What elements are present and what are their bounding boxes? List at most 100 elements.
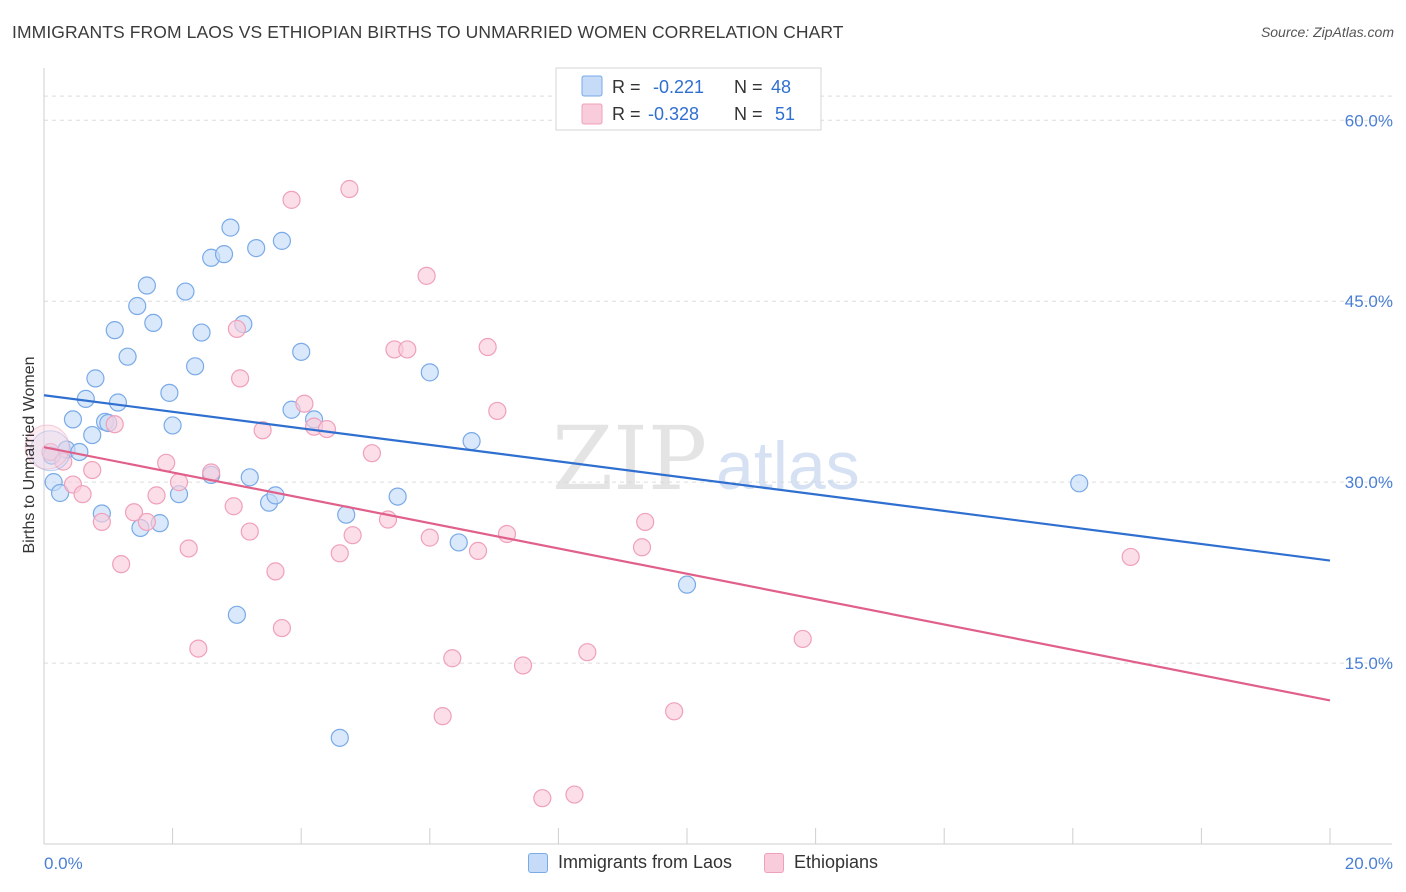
ethiopians-point (793, 629, 812, 649)
ethiopians-point (632, 538, 652, 557)
y-tick-labels: 15.0% 30.0% 45.0% 60.0% (1345, 111, 1393, 673)
laos-point (266, 486, 285, 505)
ethiopians-point (398, 340, 417, 359)
laos-point (247, 239, 266, 258)
ethiopians-point (636, 512, 655, 532)
legend-r-value-2: -0.328 (648, 104, 699, 124)
series-legend: Immigrants from Laos Ethiopians (0, 852, 1406, 873)
ethiopians-point (157, 453, 176, 472)
laos-cluster-point (29, 430, 71, 472)
x-tick-label: 20.0% (1345, 854, 1393, 873)
y-tick-label: 15.0% (1345, 654, 1393, 673)
laos-point (192, 323, 211, 342)
ethiopians-point (533, 789, 552, 808)
legend-box: R = -0.221 N = 48 R = -0.328 N = 51 (555, 67, 822, 131)
legend-swatch-laos (581, 75, 603, 97)
laos-point (420, 363, 439, 382)
laos-point (240, 468, 259, 487)
legend-r-label-2: R = (612, 104, 641, 124)
ethiopians-point (147, 486, 166, 505)
ethiopians-point (240, 522, 259, 541)
ethiopians-point (343, 526, 362, 545)
laos-point (160, 383, 179, 402)
ethiopians-point (443, 649, 462, 668)
laos-point (227, 605, 246, 624)
legend-r-value-1: -0.221 (653, 77, 704, 97)
y-axis-label: Births to Unmarried Women (21, 356, 38, 553)
laos-point (330, 728, 349, 747)
laos-point (128, 296, 147, 316)
source-label: Source: ZipAtlas.com (1260, 24, 1394, 40)
ethiopians-point (137, 512, 156, 532)
ethiopians-point (578, 643, 597, 662)
laos-point (63, 410, 83, 429)
ethiopians-point (253, 421, 272, 440)
ethiopians-point (468, 541, 488, 560)
watermark-zip: ZIP (552, 407, 707, 510)
trend-lines (43, 394, 1331, 702)
legend-item-laos[interactable]: Immigrants from Laos (527, 852, 732, 873)
watermark-atlas: atlas (716, 428, 860, 504)
ethiopians-point (92, 512, 111, 532)
legend-label-ethiopians: Ethiopians (794, 852, 879, 872)
x-tick-label: 0.0% (44, 854, 83, 873)
legend-n-value-2: 51 (775, 104, 795, 124)
ethiopians-point (266, 562, 285, 581)
chart-title: IMMIGRANTS FROM LAOS VS ETHIOPIAN BIRTHS… (12, 22, 844, 42)
ethiopians-point (224, 497, 243, 516)
laos-point (86, 369, 105, 388)
ethiopians-point (362, 444, 382, 463)
laos-point (176, 282, 195, 301)
ethiopians-point (478, 337, 497, 357)
y-tick-label: 45.0% (1345, 292, 1393, 311)
ethiopians-point (272, 618, 292, 638)
ethiopians-point (513, 656, 533, 675)
laos-point (118, 347, 137, 366)
laos-point (83, 425, 102, 445)
y-tick-label: 30.0% (1345, 473, 1393, 492)
ethiopians-point (73, 485, 92, 504)
ethiopians-point (330, 544, 349, 563)
ethiopians-point (83, 460, 102, 480)
ethiopians-point (105, 415, 124, 434)
legend-swatch-ethiopians (581, 103, 603, 125)
ethiopians-point (433, 707, 452, 726)
legend-r-label-1: R = (612, 77, 641, 97)
ethiopians-point (112, 555, 131, 574)
ethiopians-point (340, 179, 359, 199)
y-tick-label: 60.0% (1345, 111, 1393, 130)
laos-point (214, 245, 234, 264)
laos-point (388, 487, 407, 506)
legend-swatch-ethiopians-bottom (764, 852, 784, 873)
laos-point (677, 575, 697, 594)
legend-label-laos: Immigrants from Laos (557, 852, 732, 872)
legend-n-value-1: 48 (771, 77, 791, 97)
laos-point (186, 357, 205, 376)
ethiopians-point (488, 401, 507, 421)
ethiopians-point (282, 190, 301, 209)
laos-point (221, 218, 240, 237)
laos-point (462, 432, 481, 451)
laos-point (50, 483, 70, 503)
ethiopians-trend-line (43, 446, 1331, 702)
ethiopians-point (295, 394, 314, 413)
ethiopians-point (179, 539, 198, 558)
ethiopians-point (227, 319, 246, 339)
ethiopians-point (189, 639, 208, 658)
ethiopians-point (169, 473, 189, 492)
ethiopians-point (417, 266, 436, 285)
ethiopians-point (231, 369, 250, 388)
ethiopians-point (420, 528, 439, 547)
laos-point (163, 416, 182, 435)
ethiopians-point (665, 702, 684, 721)
laos-trend-line (43, 394, 1331, 562)
legend-swatch-laos-bottom (527, 852, 548, 873)
laos-point (144, 313, 163, 332)
ethiopians-point (317, 419, 337, 439)
laos-point (108, 393, 128, 412)
x-tick-labels: 0.0% 20.0% (44, 854, 1393, 873)
laos-point (292, 342, 311, 361)
ethiopians-point (124, 503, 144, 522)
legend-item-ethiopians[interactable]: Ethiopians (764, 852, 878, 873)
